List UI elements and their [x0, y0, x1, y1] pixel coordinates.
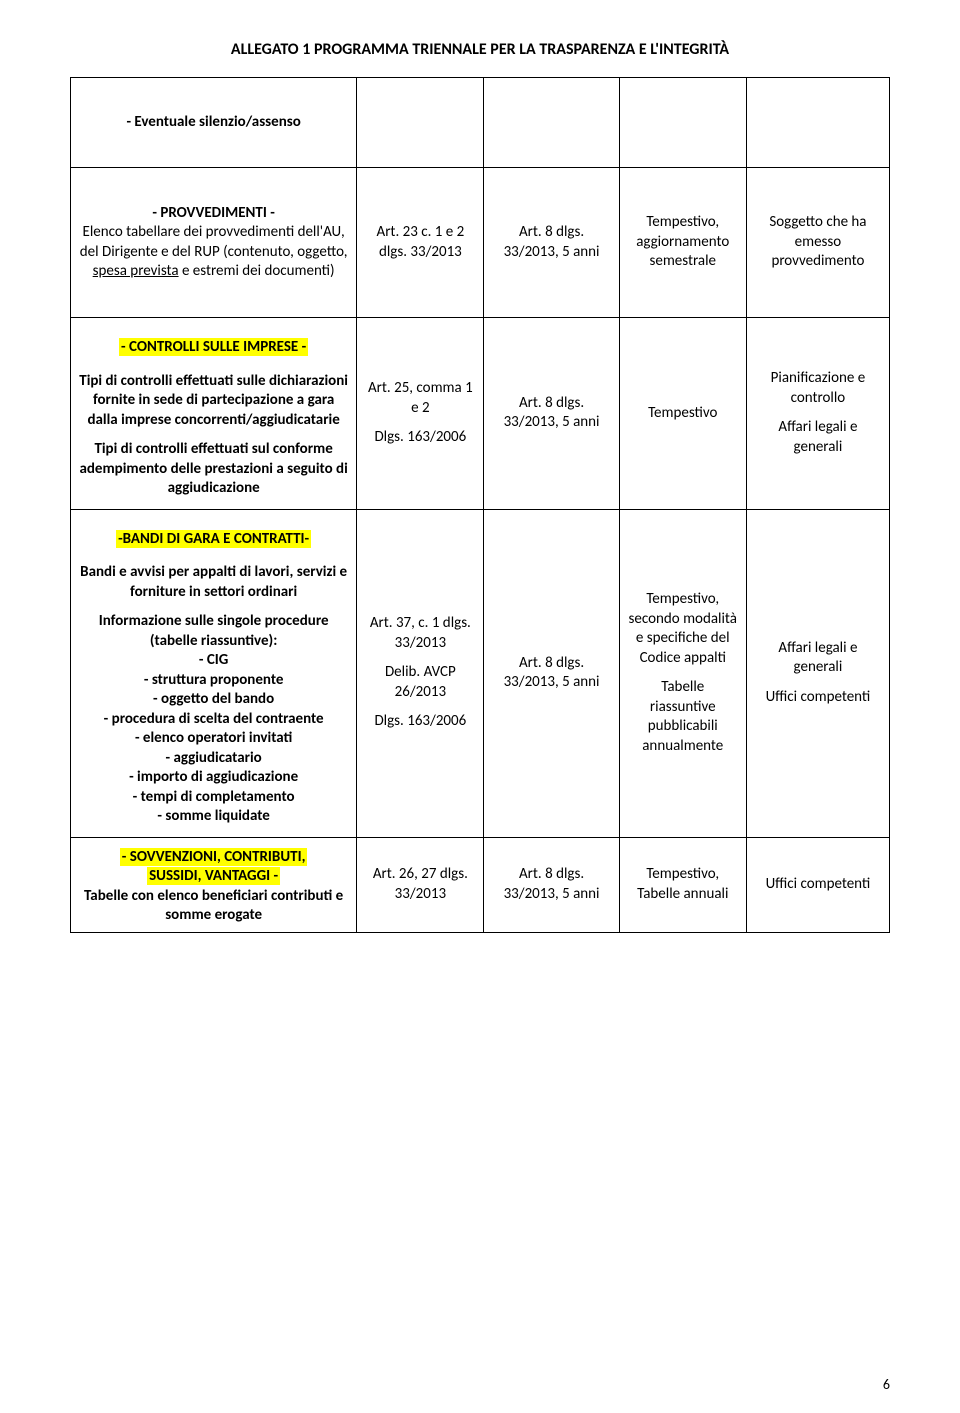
- row2-c3: Art. 8 dlgs. 33/2013, 5 anni: [484, 318, 619, 510]
- row4-c3: Art. 8 dlgs. 33/2013, 5 anni: [484, 837, 619, 932]
- row0-c5: [746, 78, 889, 168]
- row1-c4: Tempestivo, aggiornamento semestrale: [619, 168, 746, 318]
- row3-li1: - struttura proponente: [79, 671, 348, 691]
- main-table: - Eventuale silenzio/assenso - PROVVEDIM…: [70, 77, 890, 933]
- row1-after: e estremi dei documenti): [179, 262, 335, 280]
- row4-c4: Tempestivo, Tabelle annuali: [619, 837, 746, 932]
- row3-c2c: Dlgs. 163/2006: [365, 712, 475, 732]
- row3-li4: - elenco operatori invitati: [79, 729, 348, 749]
- row1-c3: Art. 8 dlgs. 33/2013, 5 anni: [484, 168, 619, 318]
- row4-rest: Tabelle con elenco beneficiari contribut…: [79, 887, 348, 926]
- row3-c4a: Tempestivo, secondo modalità e specifich…: [628, 590, 738, 668]
- row0-c3: [484, 78, 619, 168]
- row4-hl2: SUSSIDI, VANTAGGI -: [147, 867, 280, 885]
- page-number: 6: [883, 1376, 890, 1393]
- row3-li0: - CIG: [79, 651, 348, 671]
- row1-heading: - PROVVEDIMENTI -: [79, 204, 348, 224]
- row4-c2: Art. 26, 27 dlgs. 33/2013: [357, 837, 484, 932]
- row3-c2b: Delib. AVCP 26/2013: [365, 663, 475, 702]
- row2-c4: Tempestivo: [619, 318, 746, 510]
- row3-li7: - tempi di completamento: [79, 788, 348, 808]
- row0-c4: [619, 78, 746, 168]
- row1-underlined: spesa prevista: [93, 262, 179, 280]
- table-row: - PROVVEDIMENTI - Elenco tabellare dei p…: [71, 168, 890, 318]
- row3-section: -BANDI DI GARA E CONTRATTI-: [116, 530, 311, 548]
- row4-hl1: - SOVVENZIONI, CONTRIBUTI,: [120, 848, 308, 866]
- row3-li2: - oggetto del bando: [79, 690, 348, 710]
- row3-c3: Art. 8 dlgs. 33/2013, 5 anni: [484, 509, 619, 837]
- row4-c5: Uffici competenti: [746, 837, 889, 932]
- row3-c2a: Art. 37, c. 1 dlgs. 33/2013: [365, 614, 475, 653]
- row2-body2: Tipi di controlli effettuati sul conform…: [79, 440, 348, 499]
- table-row: - Eventuale silenzio/assenso: [71, 78, 890, 168]
- row3-c5b: Uffici competenti: [755, 688, 881, 708]
- table-row: -BANDI DI GARA E CONTRATTI- Bandi e avvi…: [71, 509, 890, 837]
- row2-section: - CONTROLLI SULLE IMPRESE -: [119, 338, 308, 356]
- row1-text: Elenco tabellare dei provvedimenti dell'…: [80, 223, 348, 261]
- table-row: - SOVVENZIONI, CONTRIBUTI, SUSSIDI, VANT…: [71, 837, 890, 932]
- document-title: ALLEGATO 1 PROGRAMMA TRIENNALE PER LA TR…: [70, 40, 890, 59]
- row3-li6: - importo di aggiudicazione: [79, 768, 348, 788]
- row2-c5a: Pianificazione e controllo: [755, 369, 881, 408]
- row0-c1: - Eventuale silenzio/assenso: [126, 113, 300, 131]
- table-row: - CONTROLLI SULLE IMPRESE - Tipi di cont…: [71, 318, 890, 510]
- row2-c2a: Art. 25, comma 1 e 2: [365, 379, 475, 418]
- row2-c2b: Dlgs. 163/2006: [365, 428, 475, 448]
- row3-li5: - aggiudicatario: [79, 749, 348, 769]
- row3-li8: - somme liquidate: [79, 807, 348, 827]
- row3-c5a: Affari legali e generali: [755, 639, 881, 678]
- row2-c5b: Affari legali e generali: [755, 418, 881, 457]
- row0-c2: [357, 78, 484, 168]
- row2-body1: Tipi di controlli effettuati sulle dichi…: [79, 372, 348, 431]
- row3-b2: Informazione sulle singole procedure (ta…: [79, 612, 348, 651]
- row3-c4b: Tabelle riassuntive pubblicabili annualm…: [628, 678, 738, 756]
- row3-b1: Bandi e avvisi per appalti di lavori, se…: [79, 563, 348, 602]
- row1-c5: Soggetto che ha emesso provvedimento: [746, 168, 889, 318]
- row1-c2: Art. 23 c. 1 e 2 dlgs. 33/2013: [357, 168, 484, 318]
- row3-li3: - procedura di scelta del contraente: [79, 710, 348, 730]
